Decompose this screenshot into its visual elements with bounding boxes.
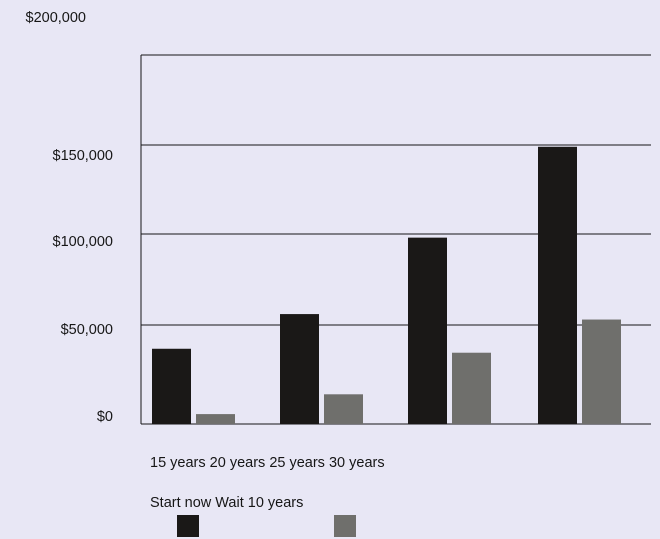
y-tick-label-2: $100,000 [53, 234, 113, 250]
legend-swatch-wait-10-years [334, 515, 356, 537]
bar-wait-10-years-25-years [452, 352, 491, 424]
bar-start-now-30-years [538, 146, 577, 424]
bar-wait-10-years-30-years [582, 319, 621, 424]
bar-wait-10-years-15-years [196, 414, 235, 424]
bar-wait-10-years-20-years [324, 394, 363, 424]
legend-swatch-start-now [177, 515, 199, 537]
legend-label-start-now: Start now [150, 495, 212, 511]
bar-start-now-25-years [408, 237, 447, 424]
bar-layer [152, 146, 621, 424]
bar-start-now-20-years [280, 314, 319, 424]
legend: Start now Wait 10 years [150, 495, 303, 511]
x-tick-label-25-years: 25 years [269, 455, 325, 471]
x-tick-label-30-years: 30 years [328, 455, 385, 471]
y-axis-tick-labels: $0 $50,000 $100,000 $150,000 $200,000 [26, 10, 113, 425]
x-axis-category-labels: 15 years 20 years 25 years 30 years [150, 455, 385, 471]
y-tick-label-0: $0 [97, 409, 113, 425]
bar-start-now-15-years [152, 348, 191, 424]
x-tick-label-15-years: 15 years [150, 455, 206, 471]
y-tick-label-4: $200,000 [26, 10, 86, 26]
y-tick-label-1: $50,000 [61, 322, 113, 338]
legend-label-wait-10-years: Wait 10 years [215, 495, 304, 511]
x-tick-label-20-years: 20 years [209, 455, 266, 471]
y-tick-label-3: $150,000 [53, 148, 113, 164]
